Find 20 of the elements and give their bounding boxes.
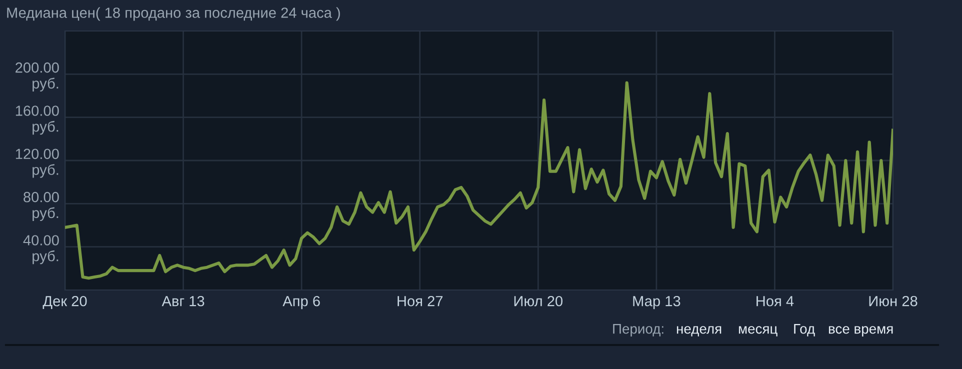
x-tick-label: Июл 20 — [514, 296, 563, 306]
x-tick-label: Ноя 4 — [756, 296, 794, 306]
text: Период: — [613, 324, 664, 336]
y-tick-label: 80.00 руб. — [24, 192, 59, 221]
text: Год — [794, 324, 815, 336]
y-tick-label: 200.00 руб. — [16, 62, 59, 92]
y-tick-label: 120.00 руб. — [16, 148, 59, 178]
text: месяц — [738, 326, 778, 336]
x-tick-label: Июн 28 — [869, 296, 918, 306]
line-series — [65, 81, 893, 280]
x-tick-label: Авг 13 — [162, 296, 204, 306]
x-tick-label: Апр 6 — [282, 296, 320, 310]
chart-title: Медиана цен( 18 продано за последние 24 часа ) — [7, 7, 340, 21]
text: неделя — [676, 326, 722, 336]
x-tick-label: Мар 13 — [633, 296, 680, 310]
x-tick-label: Дек 20 — [42, 296, 87, 310]
x-tick-label: Ноя 27 — [398, 296, 443, 306]
text: все время — [828, 326, 893, 336]
y-tick-label: 160.00 руб. — [16, 106, 59, 135]
y-tick-label: 40.00 руб. — [23, 235, 59, 264]
